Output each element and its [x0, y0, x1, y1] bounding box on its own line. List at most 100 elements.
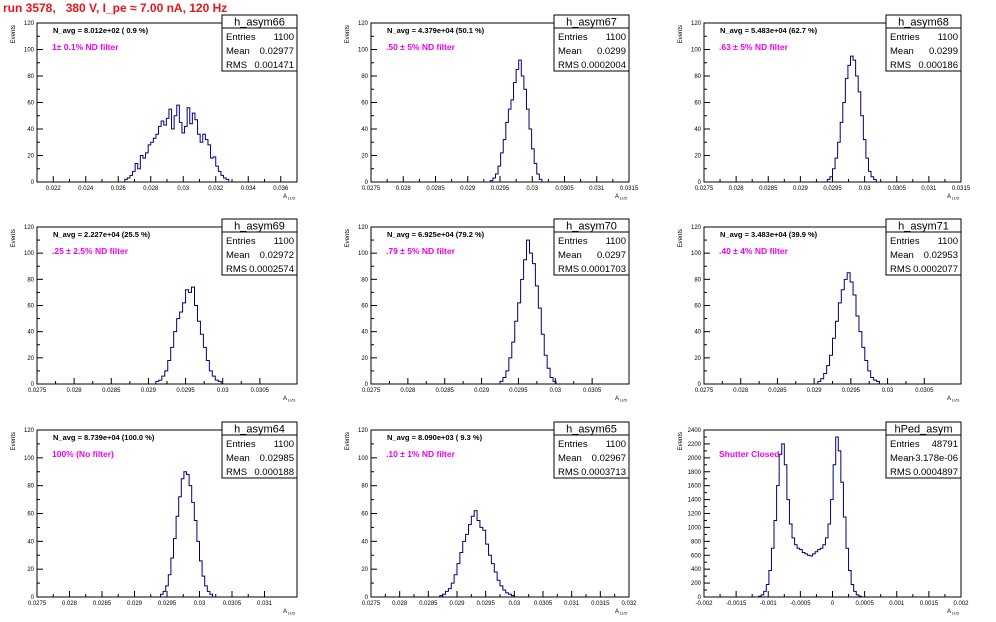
- stats-value: 1100: [606, 439, 626, 450]
- x-tick-label: 0.034: [241, 186, 257, 192]
- x-tick-label: 0.0285: [102, 388, 121, 394]
- histogram-bins: [155, 286, 222, 384]
- x-tick-label: 0.031: [921, 186, 937, 192]
- y-tick-label: 20: [27, 356, 34, 362]
- x-tick-label: 0.029: [793, 186, 809, 192]
- stats-histogram-name: h_asym70: [566, 221, 617, 233]
- x-tick-label: 0.0295: [823, 186, 842, 192]
- navg-label: N_avg = 8.090e+03 ( 9.3 %): [387, 433, 483, 442]
- stats-value: -3.178e-06: [912, 453, 958, 464]
- y-axis-label: Events: [11, 432, 17, 450]
- x-tick-label: 0.03: [882, 388, 894, 394]
- y-tick-label: 1400: [688, 498, 702, 504]
- y-tick-label: 80: [694, 74, 701, 80]
- stats-value: 1100: [938, 32, 958, 43]
- x-tick-label: 0.028: [62, 601, 78, 607]
- navg-label: N_avg = 2.227e+04 (25.5 %): [53, 230, 151, 239]
- histogram-bins: [439, 510, 515, 597]
- y-tick-label: 0: [365, 382, 369, 388]
- x-tick-label: 0.031: [564, 601, 580, 607]
- stats-value: 0.02972: [260, 250, 294, 261]
- y-tick-label: 1000: [688, 525, 702, 531]
- run-title: run 3578, 380 V, I_pe ≈ 7.00 nA, 120 Hz: [3, 1, 228, 15]
- x-tick-label: 0.0275: [695, 388, 714, 394]
- x-tick-label: 0.0005: [855, 601, 874, 607]
- x-tick-label: 0.026: [111, 186, 127, 192]
- stats-label: Entries: [226, 236, 256, 247]
- x-tick-label: 0.032: [621, 601, 637, 607]
- y-tick-label: 80: [361, 74, 368, 80]
- y-tick-label: 400: [691, 567, 702, 573]
- x-tick-label: 0.029: [460, 186, 476, 192]
- stats-histogram-name: h_asym64: [234, 424, 285, 436]
- x-tick-label: 0.0275: [362, 388, 381, 394]
- x-tick-label: 0.0275: [695, 186, 714, 192]
- x-tick-label: 0.031: [257, 601, 273, 607]
- y-tick-label: 0: [31, 595, 35, 601]
- x-tick-label: 0.0295: [491, 186, 510, 192]
- histogram-panel-h_asym67: 0 20 40 60 80 100 120 0.0275 0.028 0.0285 0.029 0.0…: [345, 14, 639, 201]
- x-tick-label: 0.0305: [583, 388, 602, 394]
- navg-label: N_avg = 6.925e+04 (79.2 %): [387, 230, 485, 239]
- stats-value: 1100: [606, 32, 626, 43]
- stats-label: Mean: [558, 46, 582, 57]
- y-tick-label: 0: [31, 180, 35, 186]
- x-tick-label: -0.001: [760, 601, 778, 607]
- stats-box: h_asym64 Entries 1100 Mean 0.02985 RMS 0.00018…: [221, 421, 298, 479]
- filter-label: .25 ± 2.5% ND filter: [52, 246, 129, 256]
- stats-value: 0.0002077: [913, 264, 958, 275]
- histogram-panel-h_asym71: 0 20 40 60 80 100 120 0.0275 0.028 0.0285 0.029 0.0…: [678, 218, 962, 403]
- x-tick-label: -0.0005: [790, 601, 811, 607]
- y-tick-label: 120: [691, 21, 702, 27]
- y-tick-label: 60: [27, 101, 34, 107]
- y-axis-label: Events: [11, 25, 17, 43]
- stats-value: 0.02967: [592, 453, 626, 464]
- navg-label: N_avg = 5.483e+04 (62.7 %): [720, 26, 818, 35]
- y-tick-label: 20: [694, 356, 701, 362]
- stats-label: RMS: [558, 60, 579, 71]
- y-tick-label: 20: [361, 567, 368, 573]
- x-tick-label: -0.002: [695, 601, 713, 607]
- x-tick-label: 0.032: [208, 186, 224, 192]
- y-tick-label: 80: [361, 277, 368, 283]
- x-tick-label: 0.0295: [509, 388, 528, 394]
- stats-label: Entries: [558, 32, 588, 43]
- stats-value: 1100: [938, 236, 958, 247]
- stats-value: 0.0001703: [581, 264, 626, 275]
- y-tick-label: 2400: [688, 428, 702, 434]
- x-tick-label: 0.031: [589, 186, 605, 192]
- x-axis-label: ALI/D: [283, 609, 295, 616]
- x-tick-label: 0.03: [549, 388, 561, 394]
- stats-label: Mean: [558, 250, 582, 261]
- x-tick-label: 0.0275: [28, 601, 47, 607]
- x-tick-label: 0.0315: [952, 186, 971, 192]
- y-tick-label: 80: [27, 277, 34, 283]
- stats-box: h_asym69 Entries 1100 Mean 0.02972 RMS 0.00025…: [221, 218, 298, 276]
- stats-value: 0.02977: [260, 46, 294, 57]
- filter-label: .10 ± 1% ND filter: [386, 449, 456, 459]
- y-tick-label: 20: [694, 154, 701, 160]
- x-axis-label: ALI/D: [283, 396, 295, 403]
- filter-label: .50 ± 5% ND filter: [386, 42, 456, 52]
- y-tick-label: 40: [27, 330, 34, 336]
- navg-label: N_avg = 8.739e+04 (100.0 %): [53, 433, 155, 442]
- x-tick-label: 0.022: [46, 186, 62, 192]
- stats-value: 0.0004897: [913, 467, 958, 478]
- filter-label: Shutter Closed: [719, 449, 779, 459]
- y-axis-label: Events: [678, 25, 684, 43]
- stats-label: RMS: [890, 60, 911, 71]
- stats-value: 1100: [274, 439, 294, 450]
- filter-label: 100% (No filter): [52, 449, 114, 459]
- y-tick-label: 120: [24, 225, 35, 231]
- stats-label: RMS: [226, 467, 247, 478]
- stats-label: RMS: [890, 264, 911, 275]
- y-tick-label: 40: [694, 330, 701, 336]
- x-tick-label: 0.028: [143, 186, 159, 192]
- stats-box: h_asym67 Entries 1100 Mean 0.0299 RMS 0.000200…: [553, 14, 630, 72]
- y-tick-label: 120: [358, 225, 369, 231]
- filter-label: .63 ± 5% ND filter: [719, 42, 789, 52]
- y-tick-label: 0: [31, 382, 35, 388]
- stats-value: 0.02985: [260, 453, 294, 464]
- y-tick-label: 100: [358, 48, 369, 54]
